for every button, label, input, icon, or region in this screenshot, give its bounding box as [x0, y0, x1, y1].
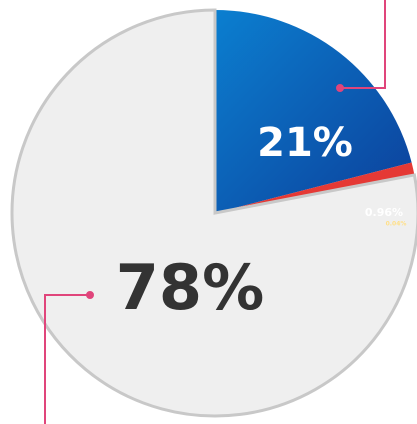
leader-dot	[86, 291, 94, 299]
pie-slice	[215, 10, 412, 213]
leaders	[44, 0, 386, 424]
pie-slice	[215, 162, 415, 213]
data-label: 0.04%	[386, 221, 407, 228]
data-label: 21%	[257, 120, 353, 166]
pie-slice	[10, 8, 417, 418]
leader-dot	[336, 84, 344, 92]
data-label: 78%	[116, 251, 264, 324]
pie	[10, 8, 417, 418]
leader-line	[340, 0, 386, 89]
leader-line	[44, 294, 90, 424]
data-label: 0.96%	[365, 206, 403, 219]
